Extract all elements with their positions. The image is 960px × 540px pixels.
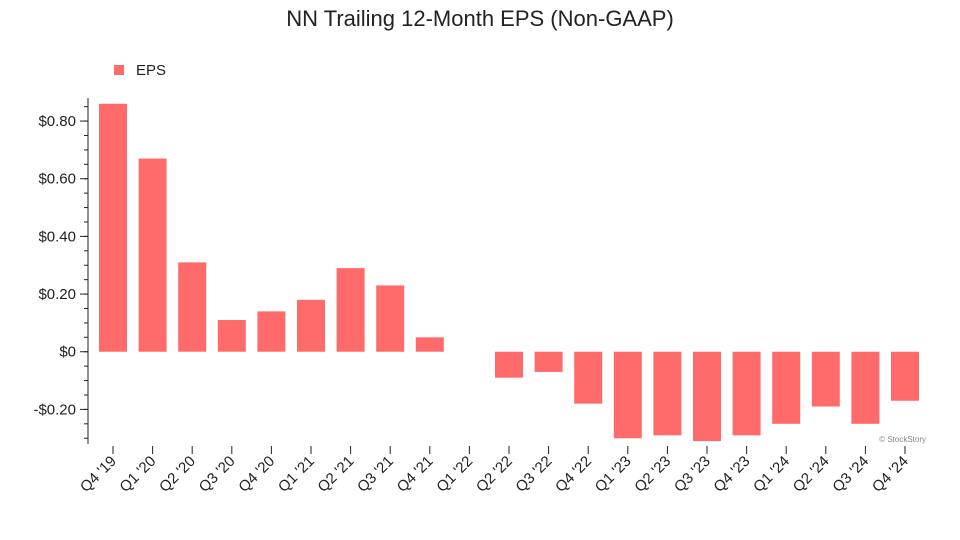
y-tick-label: $0 bbox=[59, 344, 76, 361]
x-tick-label: Q1 '23 bbox=[592, 453, 635, 496]
bar-q3-21 bbox=[376, 285, 405, 352]
x-tick-label: Q3 '20 bbox=[196, 453, 239, 496]
bar-q2-21 bbox=[336, 268, 365, 352]
x-tick-label: Q1 '24 bbox=[750, 453, 793, 496]
bar-q1-23 bbox=[613, 351, 642, 439]
bar-q4-19 bbox=[99, 103, 127, 352]
y-tick-label: $0.60 bbox=[38, 171, 76, 188]
y-tick-label: -$0.20 bbox=[33, 401, 76, 418]
x-tick-label: Q1 '21 bbox=[275, 453, 318, 496]
bar-q3-22 bbox=[534, 351, 563, 372]
y-tick-label: $0.20 bbox=[38, 286, 76, 303]
x-tick-label: Q3 '21 bbox=[354, 453, 397, 496]
bar-q4-21 bbox=[415, 337, 444, 352]
x-tick-label: Q4 '21 bbox=[394, 453, 437, 496]
x-tick-label: Q4 '24 bbox=[869, 453, 912, 496]
y-axis: -$0.20 $0 $0.20 $0.40 $0.60 $0.80 bbox=[33, 98, 89, 444]
bar-q4-20 bbox=[257, 311, 286, 352]
x-tick-label: Q2 '20 bbox=[156, 453, 199, 496]
bars bbox=[99, 103, 919, 442]
x-tick-label: Q2 '21 bbox=[314, 453, 357, 496]
bar-q3-24 bbox=[851, 351, 880, 424]
bar-q2-20 bbox=[178, 262, 207, 352]
bar-q2-23 bbox=[653, 351, 682, 436]
x-tick-label: Q2 '23 bbox=[631, 453, 674, 496]
x-tick-label: Q3 '23 bbox=[671, 453, 714, 496]
x-tick-label: Q2 '24 bbox=[790, 453, 833, 496]
x-tick-label: Q4 '23 bbox=[710, 453, 753, 496]
x-tick-label: Q1 '20 bbox=[116, 453, 159, 496]
x-tick-label: Q2 '22 bbox=[473, 453, 516, 496]
legend-swatch bbox=[114, 65, 124, 75]
chart-title: NN Trailing 12-Month EPS (Non-GAAP) bbox=[286, 6, 674, 31]
legend: EPS bbox=[114, 62, 166, 79]
bar-q2-24 bbox=[811, 351, 840, 407]
bar-q2-22 bbox=[495, 351, 523, 378]
y-tick-label: $0.40 bbox=[38, 228, 76, 245]
bar-q1-21 bbox=[297, 299, 325, 352]
bar-q4-23 bbox=[732, 351, 761, 436]
x-tick-label: Q3 '24 bbox=[829, 453, 872, 496]
bar-q1-20 bbox=[138, 158, 167, 352]
bar-q4-22 bbox=[574, 351, 603, 404]
y-tick-label: $0.80 bbox=[38, 113, 76, 130]
bar-q1-24 bbox=[772, 351, 801, 424]
watermark: © StockStory bbox=[879, 435, 926, 444]
legend-label-eps: EPS bbox=[136, 62, 166, 79]
x-tick-label: Q4 '22 bbox=[552, 453, 595, 496]
bar-q3-20 bbox=[217, 320, 246, 352]
x-tick-label: Q4 '19 bbox=[77, 453, 120, 496]
bar-q4-24 bbox=[891, 351, 919, 401]
x-tick-label: Q3 '22 bbox=[512, 453, 555, 496]
x-tick-label: Q1 '22 bbox=[433, 453, 476, 496]
x-tick-label: Q4 '20 bbox=[235, 453, 278, 496]
bar-q3-23 bbox=[693, 351, 721, 442]
